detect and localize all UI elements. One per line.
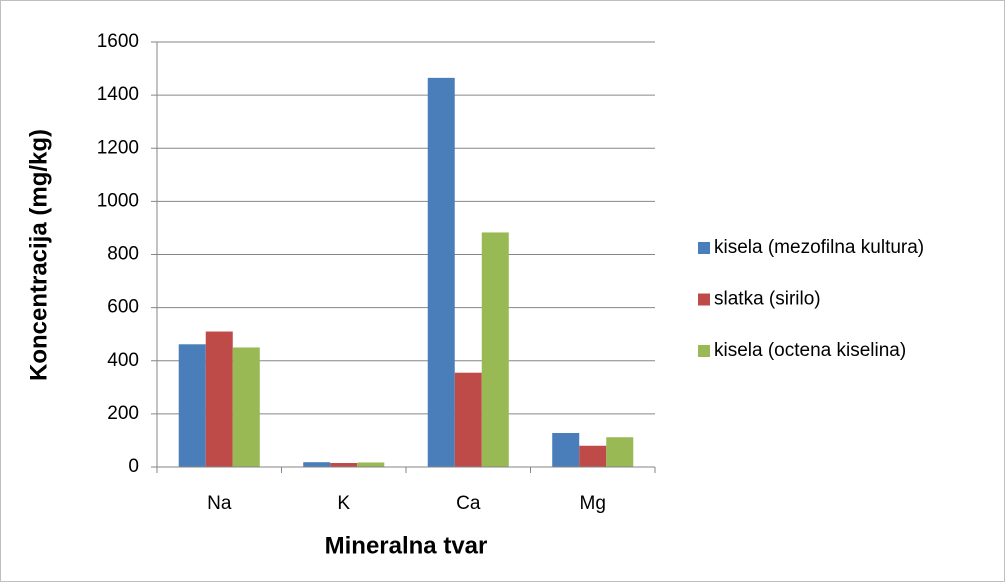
legend-label: kisela (mezofilna kultura): [714, 237, 924, 258]
bar: [606, 437, 634, 467]
y-tick-label: 400: [107, 350, 139, 371]
bar: [552, 433, 580, 467]
bar: [232, 347, 260, 467]
x-tick-label: Ca: [456, 493, 481, 514]
y-tick-label: 200: [107, 403, 139, 424]
x-axis-title: Mineralna tvar: [325, 532, 488, 559]
y-tick-label: 1400: [97, 84, 139, 105]
bar: [357, 462, 385, 467]
legend-label: kisela (octena kiselina): [714, 340, 906, 361]
x-tick-label: Na: [207, 493, 232, 514]
x-tick-label: Mg: [580, 493, 606, 514]
y-tick-label: 0: [128, 456, 139, 477]
bar: [427, 77, 455, 467]
bar: [454, 372, 482, 467]
bar: [330, 463, 358, 467]
x-tick-label: K: [337, 493, 350, 514]
y-tick-label: 800: [107, 244, 139, 265]
legend-label: slatka (sirilo): [714, 289, 821, 310]
legend-swatch: [698, 293, 710, 306]
legend-swatch: [698, 345, 710, 357]
y-tick-label: 1200: [97, 137, 139, 158]
y-tick-label: 600: [107, 297, 139, 318]
y-tick-label: 1600: [97, 31, 139, 52]
bar: [579, 445, 607, 467]
legend-swatch: [698, 242, 710, 254]
y-tick-label: 1000: [97, 190, 139, 211]
bar: [205, 331, 233, 467]
bar: [481, 232, 509, 467]
y-axis-title: Koncentracija (mg/kg): [25, 129, 52, 381]
bar: [178, 344, 206, 467]
bar: [303, 462, 331, 467]
